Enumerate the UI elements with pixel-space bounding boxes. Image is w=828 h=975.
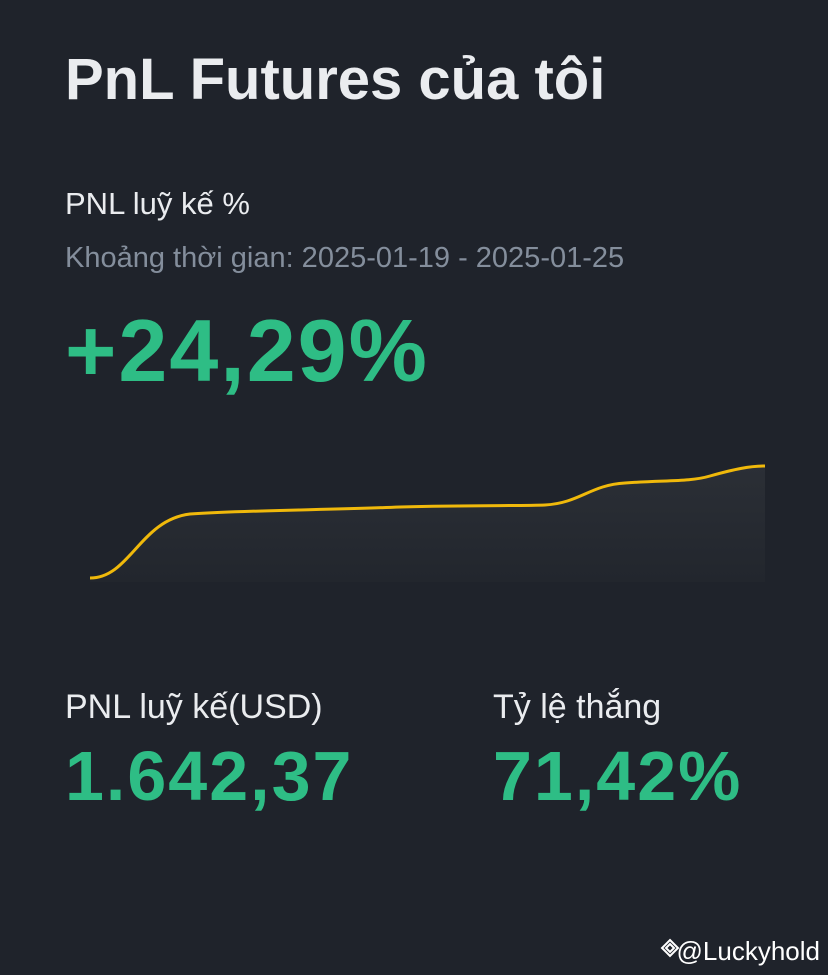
pnl-percent-label: PNL luỹ kế % <box>65 186 250 221</box>
stat-value: 1.642,37 <box>65 737 354 815</box>
title: PnL Futures của tôi <box>65 47 606 112</box>
period: Khoảng thời gian: 2025-01-19 - 2025-01-2… <box>65 242 625 274</box>
stat-label: PNL luỹ kế(USD) <box>65 688 323 726</box>
stat-value: 71,42% <box>493 737 743 815</box>
pnl-percent-value: +24,29% <box>65 301 429 400</box>
sparkline-line <box>89 464 766 580</box>
sparkline-area <box>90 466 765 582</box>
stat-label: Tỷ lệ thắng <box>493 688 662 726</box>
watermark-icon <box>660 938 680 958</box>
watermark: @Luckyhold <box>676 936 820 966</box>
